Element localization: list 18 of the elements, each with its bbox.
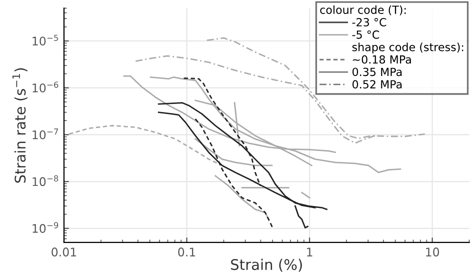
x-tick-label: 0.1 [178, 248, 196, 256]
legend-label: 0.35 MPa [352, 68, 402, 76]
legend-title: colour code (T): [320, 5, 406, 16]
y-tick-label: 10$^{−8}$ [32, 175, 58, 186]
legend-label: 0.52 MPa [352, 80, 402, 89]
y-tick-label: 10$^{−7}$ [32, 128, 58, 140]
y-axis-title: Strain rate (s$^{−1}$) [12, 68, 28, 183]
legend-label: ~0.18 MPa [352, 55, 411, 64]
y-tick-label: 10$^{−5}$ [32, 34, 58, 46]
legend-label: -5 °C [352, 30, 380, 39]
x-tick-label: 0.01 [52, 248, 76, 256]
legend-label: -23 °C [352, 18, 386, 26]
y-tick-label: 10$^{−9}$ [32, 222, 58, 233]
y-tick-label: 10$^{−6}$ [32, 82, 58, 92]
x-tick-label: 1 [307, 248, 312, 256]
text: shape code (stress): [352, 42, 464, 54]
x-tick-label: 10 [426, 248, 440, 256]
x-axis-title: Strain (%) [231, 258, 302, 272]
